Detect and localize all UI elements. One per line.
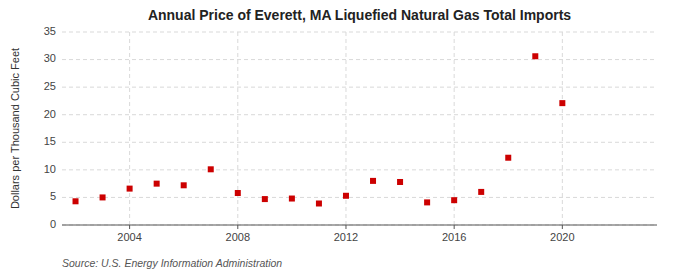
x-tick-label: 2012 bbox=[334, 231, 358, 243]
x-tick-label: 2008 bbox=[226, 231, 250, 243]
y-grid-line bbox=[62, 225, 657, 226]
point bbox=[100, 194, 106, 200]
x-grid-line bbox=[454, 32, 455, 225]
point bbox=[343, 193, 349, 199]
point bbox=[73, 198, 79, 204]
point bbox=[451, 197, 457, 203]
y-grid-line bbox=[62, 169, 657, 170]
y-axis-label: Dollars per Thousand Cubic Feet bbox=[9, 48, 21, 209]
point bbox=[235, 190, 241, 196]
y-grid-line bbox=[62, 59, 657, 60]
x-tick bbox=[454, 225, 455, 229]
y-tick-label: 5 bbox=[50, 190, 56, 202]
title: Annual Price of Everett, MA Liquefied Na… bbox=[148, 7, 571, 23]
y-grid-line bbox=[62, 197, 657, 198]
point bbox=[262, 196, 268, 202]
grid bbox=[62, 32, 657, 225]
y-tick-label: 25 bbox=[44, 80, 56, 92]
y-grid-line bbox=[62, 114, 657, 115]
point bbox=[505, 155, 511, 161]
point bbox=[181, 182, 187, 188]
point bbox=[424, 199, 430, 205]
y-tick-label: 0 bbox=[50, 218, 56, 230]
x-tick bbox=[562, 225, 563, 229]
y-tick-label: 20 bbox=[44, 108, 56, 120]
point bbox=[478, 189, 484, 195]
y-tick-label: 15 bbox=[44, 135, 56, 147]
x-axis: 2004 2008 2012 2016 2020 bbox=[62, 225, 657, 243]
point bbox=[559, 100, 565, 106]
page: {"chart_data": {"type": "scatter", "titl… bbox=[0, 0, 675, 275]
x-tick bbox=[237, 225, 238, 229]
y-axis: 0 5 10 15 20 25 30 35 bbox=[44, 25, 56, 230]
y-tick-label: 10 bbox=[44, 163, 56, 175]
x-tick-label: 2020 bbox=[550, 231, 574, 243]
x-tick-label: 2016 bbox=[442, 231, 466, 243]
point bbox=[154, 181, 160, 187]
point bbox=[127, 186, 133, 192]
point bbox=[532, 53, 538, 59]
x-axis-line bbox=[62, 225, 657, 226]
points bbox=[73, 53, 566, 206]
x-grid-line bbox=[562, 32, 563, 225]
x-grid-line bbox=[129, 32, 130, 225]
point bbox=[208, 166, 214, 172]
x-tick bbox=[345, 225, 346, 229]
x-tick-label: 2004 bbox=[117, 231, 141, 243]
y-grid-line bbox=[62, 32, 657, 33]
chart-svg: 0 5 10 15 20 25 30 35 2004 2008 2012 2016 2020 Annual… bbox=[0, 0, 675, 275]
point bbox=[370, 178, 376, 184]
x-tick bbox=[129, 225, 130, 229]
y-grid-line bbox=[62, 142, 657, 143]
source-note: Source: U.S. Energy Information Administ… bbox=[62, 257, 282, 269]
y-grid-line bbox=[62, 87, 657, 88]
point bbox=[289, 196, 295, 202]
point bbox=[316, 200, 322, 206]
point bbox=[397, 179, 403, 185]
y-tick-label: 30 bbox=[44, 52, 56, 64]
y-tick-label: 35 bbox=[44, 25, 56, 37]
x-grid-line bbox=[237, 32, 238, 225]
chart-container: 0 5 10 15 20 25 30 35 2004 2008 2012 2016 2020 Annual… bbox=[0, 0, 675, 275]
